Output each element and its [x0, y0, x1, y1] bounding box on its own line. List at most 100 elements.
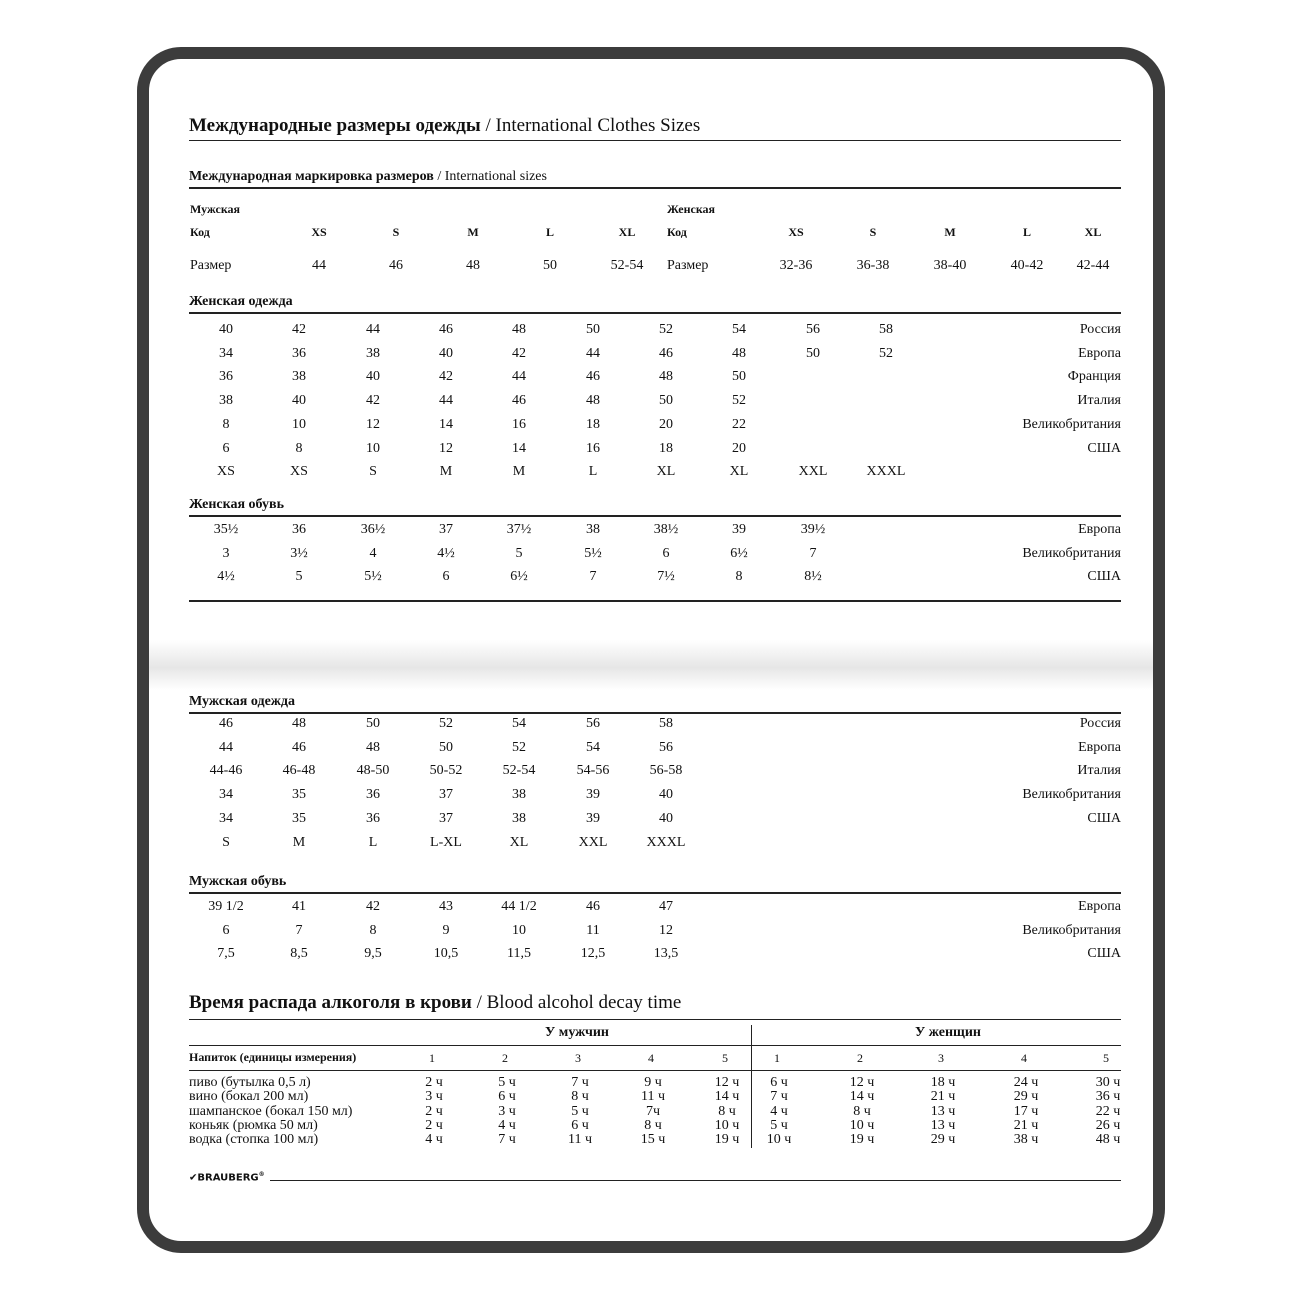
size-cell: 8 — [222, 416, 230, 432]
size-cell: 16 — [586, 440, 600, 456]
size-cell: 56-58 — [649, 763, 683, 779]
men-time-cell: 5 ч — [571, 1103, 589, 1119]
size-cell: 13,5 — [653, 946, 679, 962]
women-unit-header: 4 — [1021, 1051, 1027, 1065]
divider — [189, 187, 1121, 189]
women-time-cell: 7 ч — [770, 1089, 788, 1105]
size-cell: 4 — [369, 545, 377, 561]
size-cell: 50-52 — [429, 763, 463, 779]
country-label: Великобритания — [1022, 922, 1121, 938]
size-cell: XXXL — [866, 464, 906, 480]
men-time-cell: 4 ч — [498, 1117, 516, 1133]
size-cell: 4½ — [217, 569, 235, 585]
size-cell: 44-46 — [209, 763, 243, 779]
size-cell: 50 — [586, 322, 600, 337]
women-clothes-title: Женская одежда — [189, 294, 293, 309]
country-label: США — [1087, 946, 1121, 962]
size-cell: 41 — [292, 899, 306, 914]
size-cell: 40 — [439, 345, 453, 361]
women-size: 38-40 — [933, 258, 967, 273]
women-size: 32-36 — [779, 258, 813, 273]
divider — [189, 600, 1121, 602]
women-unit-header: 3 — [938, 1051, 944, 1065]
size-cell: 36 — [219, 369, 233, 385]
size-cell: 10 — [366, 440, 380, 456]
men-code: S — [392, 225, 400, 239]
size-cell: XL — [729, 464, 749, 480]
size-cell: M — [292, 834, 306, 850]
size-cell: 20 — [732, 440, 746, 456]
size-cell: 36½ — [360, 522, 386, 537]
size-cell: 14 — [512, 440, 526, 456]
men-shoes-title: Мужская обувь — [189, 874, 287, 889]
brand-logo: ✔BRAUBERG® — [189, 1171, 265, 1184]
country-label: Великобритания — [1022, 787, 1121, 803]
size-cell: XL — [509, 834, 529, 850]
men-size: 52-54 — [610, 258, 644, 273]
women-time-cell: 21 ч — [930, 1089, 956, 1105]
women-code-label: Код — [667, 225, 687, 239]
size-cell: 54-56 — [576, 763, 610, 779]
country-label: Европа — [1078, 345, 1121, 361]
women-time-cell: 4 ч — [770, 1103, 788, 1119]
divider — [189, 312, 1121, 314]
country-label: США — [1087, 810, 1121, 826]
men-code: L — [545, 225, 555, 239]
size-cell: 48 — [586, 393, 600, 409]
country-label: Европа — [1078, 739, 1121, 755]
men-code: M — [467, 225, 479, 239]
size-cell: 3½ — [290, 545, 308, 561]
men-time-cell: 2 ч — [425, 1075, 443, 1090]
size-cell: 12 — [659, 922, 673, 938]
country-label: Россия — [1079, 716, 1121, 731]
size-cell: XS — [290, 464, 308, 480]
size-cell: 39 — [586, 787, 600, 803]
men-unit-header: 2 — [502, 1051, 508, 1065]
size-cell: 11,5 — [507, 946, 531, 962]
men-time-cell: 9 ч — [644, 1075, 662, 1090]
size-cell: 34 — [219, 810, 233, 826]
women-time-cell: 30 ч — [1095, 1075, 1121, 1090]
men-time-cell: 3 ч — [425, 1089, 443, 1105]
men-unit-header: 4 — [648, 1051, 654, 1065]
size-cell: 7 — [809, 545, 817, 561]
women-time-cell: 13 ч — [930, 1103, 956, 1119]
country-label: Великобритания — [1022, 545, 1121, 561]
size-cell: 6 — [222, 440, 230, 456]
column-divider — [751, 1025, 752, 1148]
size-cell: 52 — [732, 393, 746, 409]
size-cell: 44 — [366, 322, 380, 337]
women-time-cell: 12 ч — [849, 1075, 875, 1090]
divider — [189, 1019, 1121, 1020]
size-cell: 4½ — [437, 545, 455, 561]
size-cell: 52 — [879, 345, 893, 361]
divider — [189, 892, 1121, 894]
men-code: XS — [311, 225, 327, 239]
women-time-cell: 38 ч — [1013, 1132, 1039, 1148]
women-unit-header: 2 — [857, 1051, 863, 1065]
size-cell: 12 — [366, 416, 380, 432]
men-size: 48 — [466, 258, 480, 273]
size-cell: 42 — [512, 345, 526, 361]
size-cell: 42 — [292, 322, 306, 337]
page-fold — [149, 640, 1153, 690]
men-unit-header: 1 — [429, 1051, 435, 1065]
size-cell: 39 1/2 — [208, 899, 244, 914]
men-time-cell: 2 ч — [425, 1103, 443, 1119]
men-time-cell: 8 ч — [571, 1089, 589, 1105]
size-cell: 6 — [442, 569, 450, 585]
women-code: XS — [788, 225, 804, 239]
men-time-cell: 4 ч — [425, 1132, 443, 1148]
men-unit-header: 5 — [722, 1051, 728, 1065]
size-cell: 40 — [292, 393, 306, 409]
women-size-label: Размер — [667, 258, 709, 273]
size-cell: 58 — [879, 322, 893, 337]
size-cell: 7,5 — [217, 946, 235, 962]
size-cell: 38½ — [653, 522, 679, 537]
men-time-cell: 6 ч — [498, 1089, 516, 1105]
size-cell: 34 — [219, 787, 233, 803]
size-cell: 48 — [732, 345, 746, 361]
men-code-label: Код — [190, 225, 210, 239]
country-label: Италия — [1077, 393, 1121, 409]
size-cell: XXL — [798, 464, 828, 480]
